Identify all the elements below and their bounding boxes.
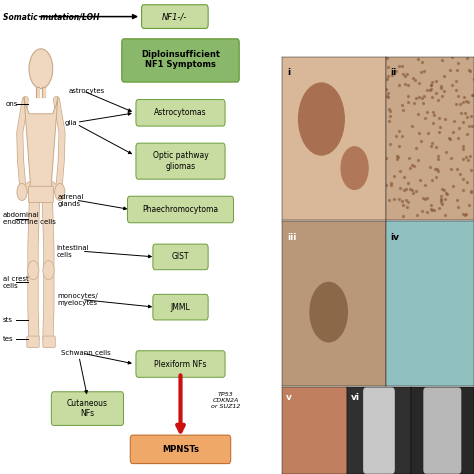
- FancyBboxPatch shape: [153, 244, 208, 270]
- Circle shape: [341, 147, 368, 189]
- FancyBboxPatch shape: [136, 351, 225, 377]
- Text: NF1-/-: NF1-/-: [162, 12, 188, 21]
- Text: Astrocytomas: Astrocytomas: [154, 109, 207, 117]
- FancyBboxPatch shape: [130, 435, 231, 464]
- FancyBboxPatch shape: [423, 387, 461, 474]
- Text: i: i: [287, 68, 291, 77]
- FancyBboxPatch shape: [136, 100, 225, 126]
- Text: ii: ii: [390, 68, 396, 77]
- Circle shape: [27, 261, 39, 280]
- Text: Diploinsufficient
NF1 Symptoms: Diploinsufficient NF1 Symptoms: [141, 50, 220, 69]
- Text: glia: glia: [65, 120, 77, 126]
- FancyBboxPatch shape: [28, 186, 53, 202]
- FancyBboxPatch shape: [142, 5, 208, 28]
- Text: Plexiform NFs: Plexiform NFs: [154, 360, 207, 368]
- Circle shape: [299, 83, 344, 155]
- Text: abdominal
endocrine cells: abdominal endocrine cells: [3, 212, 56, 226]
- Text: GIST: GIST: [172, 253, 189, 261]
- FancyBboxPatch shape: [27, 336, 39, 347]
- Text: MPNSTs: MPNSTs: [162, 445, 199, 454]
- Text: iii: iii: [287, 233, 297, 242]
- FancyBboxPatch shape: [128, 196, 234, 223]
- Text: TP53
CDKN2A
or SUZ12: TP53 CDKN2A or SUZ12: [211, 392, 240, 409]
- Text: tes: tes: [3, 336, 13, 342]
- Text: iv: iv: [390, 233, 399, 242]
- Text: astrocytes: astrocytes: [69, 88, 105, 94]
- Text: Intestinal
cells: Intestinal cells: [56, 245, 89, 258]
- Text: Optic pathway
gliomas: Optic pathway gliomas: [153, 152, 209, 171]
- Text: monocytes/
myelocytes: monocytes/ myelocytes: [58, 293, 99, 306]
- Polygon shape: [24, 97, 58, 190]
- Text: Phaechromocytoma: Phaechromocytoma: [142, 205, 219, 214]
- FancyBboxPatch shape: [122, 39, 239, 82]
- FancyBboxPatch shape: [51, 392, 124, 426]
- FancyBboxPatch shape: [43, 336, 55, 347]
- Text: JMML: JMML: [171, 303, 191, 311]
- Circle shape: [55, 183, 65, 201]
- FancyBboxPatch shape: [153, 294, 208, 320]
- FancyBboxPatch shape: [363, 387, 395, 474]
- Text: Somatic mutation/LOH: Somatic mutation/LOH: [3, 12, 100, 21]
- Text: Schwann cells: Schwann cells: [61, 350, 110, 356]
- Circle shape: [310, 283, 347, 342]
- Text: Cutaneous
NFs: Cutaneous NFs: [67, 399, 108, 418]
- Text: vi: vi: [351, 393, 360, 402]
- Circle shape: [29, 49, 53, 89]
- FancyBboxPatch shape: [136, 143, 225, 179]
- Circle shape: [43, 261, 54, 280]
- Text: ons: ons: [6, 101, 18, 107]
- Text: al crest
cells: al crest cells: [3, 275, 28, 289]
- Text: sts: sts: [3, 317, 13, 323]
- Text: adrenal
glands: adrenal glands: [58, 193, 84, 207]
- Text: v: v: [286, 393, 292, 402]
- Circle shape: [17, 183, 27, 201]
- Text: b: b: [284, 78, 294, 92]
